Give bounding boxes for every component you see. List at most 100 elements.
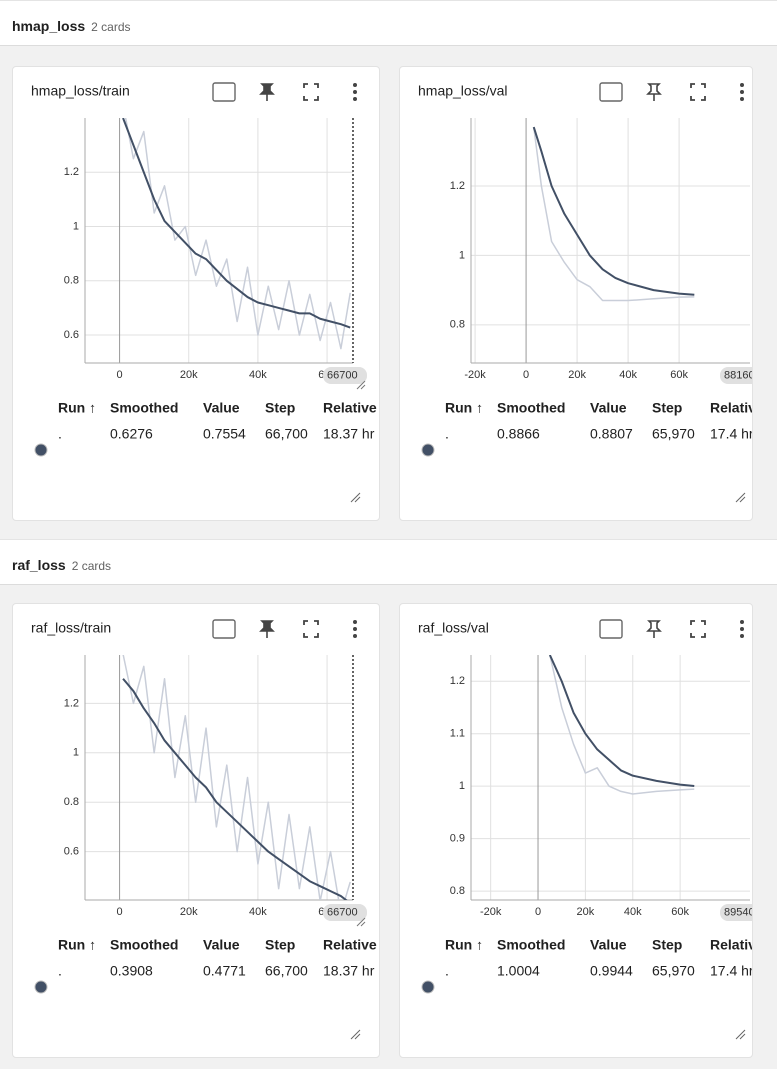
column-header: Value [590,400,627,416]
y-tick-label: 1 [73,220,79,232]
resize-handle [356,380,366,390]
pin-button[interactable] [259,620,275,638]
x-tick-label: 0 [523,369,529,381]
card-canvas: hmap_loss/train0.60.811.2020k40k60k66700… [31,82,377,503]
column-header: Run ↑ [445,400,483,416]
more-button[interactable] [740,620,744,624]
fullscreen-button[interactable] [690,83,706,101]
x-tick-label: 60k [670,369,688,381]
more-button[interactable] [353,97,357,101]
step-badge-text: 89540 [724,906,753,918]
column-header: Smoothed [497,937,565,953]
cell: 66,700 [265,426,308,442]
raw-line [122,655,351,900]
more-button[interactable] [740,97,744,101]
column-header: Value [203,937,240,953]
card-resize-handle [350,1029,361,1040]
cell: 0.7554 [203,426,246,442]
more-button[interactable] [740,634,744,638]
pin-button[interactable] [259,83,275,101]
pin-button[interactable] [646,620,662,638]
card-title: raf_loss/train [31,620,111,636]
column-header: Value [590,937,627,953]
resize-handle [356,917,366,927]
pin-button[interactable] [646,83,662,101]
step-badge [720,367,752,384]
y-tick-label: 0.8 [450,885,465,897]
column-header: Smoothed [110,937,178,953]
fit-domain-button[interactable] [599,82,623,102]
fit-domain-button[interactable] [212,619,236,639]
smoothed-line [122,118,351,329]
card-title: raf_loss/val [418,620,489,636]
run-color [34,980,48,994]
fullscreen-button[interactable] [690,620,706,638]
card-count: 2 cards [71,559,112,573]
column-header: Relative [323,937,377,953]
x-tick-label: -20k [464,369,486,381]
section-title: raf_loss 2 cards [12,557,112,573]
more-button[interactable] [353,90,357,94]
cell: . [58,963,62,979]
card-canvas: raf_loss/train0.60.811.2020k40k60k66700R… [31,619,377,1040]
run-color [421,980,435,994]
raw-line [549,655,695,795]
cell: 65,970 [652,426,695,442]
more-button[interactable] [353,620,357,624]
x-tick-label: -20k [480,906,502,918]
column-header: Relative [710,400,753,416]
cell: . [445,426,449,442]
y-tick-label: 1 [73,747,79,759]
plot [122,118,351,350]
fullscreen-button[interactable] [303,83,319,101]
step-badge [323,367,367,384]
run-color [34,443,48,457]
more-button[interactable] [353,83,357,87]
cell: 65,970 [652,963,695,979]
x-tick-label: 20k [577,906,595,918]
step-badge [720,904,752,921]
y-tick-label: 1.2 [64,166,79,178]
y-tick-label: 1.2 [450,180,465,192]
column-header: Value [203,400,240,416]
fit-domain-button[interactable] [599,619,623,639]
y-tick-label: 0.9 [450,833,465,845]
raw-line [124,118,351,350]
cell: 0.4771 [203,963,246,979]
column-header: Run ↑ [445,937,483,953]
cell: . [58,426,62,442]
cell: 66,700 [265,963,308,979]
card-canvas: hmap_loss/val 0.8 1 1.2 -20k 0 20k 40k 60k 88160 R… [418,82,753,503]
x-tick-label: 40k [249,369,267,381]
column-header: Smoothed [110,400,178,416]
more-button[interactable] [740,627,744,631]
fit-domain-button[interactable] [212,82,236,102]
cell: 0.6276 [110,426,153,442]
column-header: Step [265,937,295,953]
x-tick-label: 0 [117,369,123,381]
more-button[interactable] [353,634,357,638]
cell: 18.37 hr [323,426,375,442]
column-header: Relative [323,400,377,416]
y-tick-label: 1.2 [450,675,465,687]
more-button[interactable] [740,90,744,94]
more-button[interactable] [353,627,357,631]
card-title: hmap_loss/val [418,83,508,99]
card: raf_loss/val 0.8 0.9 1 1.1 1.2 -20k 0 20k 40k 60k 8… [399,603,753,1058]
card-resize-handle [735,1029,746,1040]
cell: 1.0004 [497,963,540,979]
card-canvas: raf_loss/val 0.8 0.9 1 1.1 1.2 -20k 0 20k 40k 60k 8… [418,619,753,1040]
card: raf_loss/train0.60.811.2020k40k60k66700R… [12,603,380,1058]
card-title: hmap_loss/train [31,83,130,99]
more-button[interactable] [740,83,744,87]
section-header: raf_loss 2 cards [0,539,777,585]
card: hmap_loss/train0.60.811.2020k40k60k66700… [12,66,380,521]
column-header: Run ↑ [58,937,96,953]
cell: . [445,963,449,979]
fullscreen-button[interactable] [303,620,319,638]
x-tick-label: 60k [671,906,689,918]
x-tick-label: 20k [180,369,198,381]
step-badge-text: 88160 [724,369,753,381]
smoothed-line [548,655,695,787]
y-tick-label: 1.2 [64,697,79,709]
